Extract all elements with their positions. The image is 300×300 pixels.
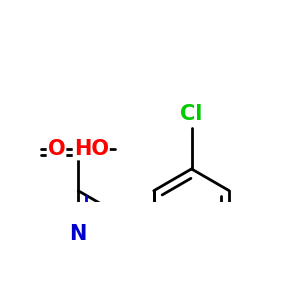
Text: N: N bbox=[70, 224, 87, 244]
Text: O: O bbox=[48, 139, 65, 159]
Circle shape bbox=[64, 214, 97, 248]
Text: HO: HO bbox=[74, 139, 109, 159]
Circle shape bbox=[99, 240, 133, 273]
Text: Cl: Cl bbox=[180, 104, 203, 124]
